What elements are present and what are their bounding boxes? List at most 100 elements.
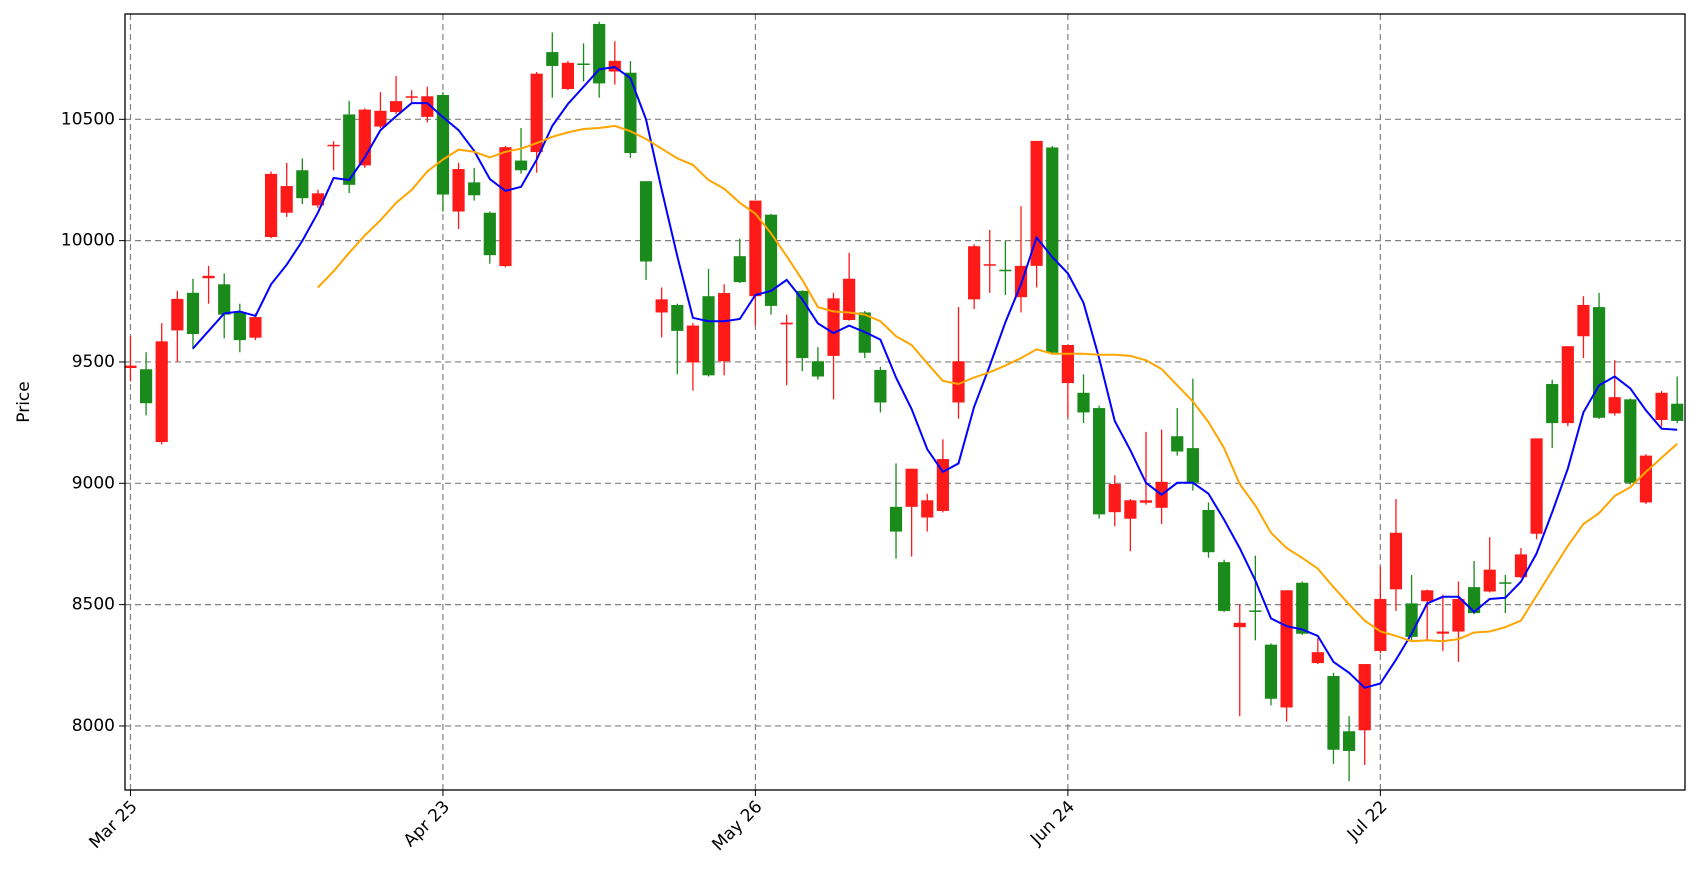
candle-body (264, 173, 278, 237)
candle-body (436, 95, 450, 195)
candle-body (1530, 438, 1543, 534)
candle-body (671, 304, 684, 331)
candle-body (171, 298, 184, 331)
candle-body (702, 296, 715, 376)
candle-body (1436, 631, 1449, 634)
candle-body (1639, 455, 1653, 503)
moving-average-line (317, 124, 1678, 643)
candle-body (514, 160, 528, 171)
candle-body (1218, 562, 1231, 611)
candle-body (546, 52, 559, 66)
candle-body (1061, 344, 1074, 384)
candle-body (1624, 399, 1637, 483)
candle-body (811, 361, 824, 377)
candle-body (1358, 664, 1371, 731)
candle-body (796, 290, 809, 359)
candle-body (1561, 346, 1574, 424)
candle-body (1374, 599, 1387, 651)
candle-body (1139, 500, 1153, 503)
y-tick-label: 9500 (72, 352, 115, 372)
candle-body (186, 292, 200, 335)
candle-body (983, 264, 996, 266)
candle-body (905, 468, 918, 507)
x-tick-label: Jul 22 (1343, 797, 1391, 845)
candle-body (1389, 532, 1403, 590)
candle-body (718, 293, 731, 362)
moving-average-line (192, 66, 1678, 689)
candle-body (468, 182, 481, 196)
candle-body (374, 110, 387, 127)
candle-body (421, 96, 434, 117)
candle-body (780, 322, 793, 325)
candle-body (124, 365, 137, 369)
candle-body (1311, 652, 1324, 664)
y-axis-label: Price (14, 381, 34, 422)
candle-body (1327, 675, 1340, 750)
y-tick-label: 8000 (72, 716, 115, 736)
candle-body (749, 200, 762, 297)
candle-body (233, 312, 246, 341)
candle-body (874, 369, 887, 403)
candle-body (561, 62, 575, 89)
plot-frame (124, 13, 1686, 791)
candle-body (1514, 554, 1528, 578)
candle-body (655, 299, 668, 313)
candle-body (921, 500, 934, 518)
candle-body (999, 269, 1012, 272)
candle-body (1421, 590, 1434, 602)
x-tick-label: Jun 24 (1026, 797, 1079, 850)
candle-body (311, 193, 325, 206)
candle-body (1608, 397, 1621, 414)
x-tick-label: May 26 (708, 797, 766, 855)
y-tick-label: 9000 (72, 473, 115, 493)
candle-body (1093, 408, 1106, 515)
candle-body (624, 72, 637, 154)
candle-body (843, 278, 856, 320)
candle-body (1452, 599, 1465, 632)
candle-body (686, 325, 700, 363)
candle-body (889, 506, 903, 532)
candle-body (1577, 304, 1590, 337)
candle-body (827, 298, 840, 356)
candle-body (968, 246, 981, 300)
candle-body (1671, 403, 1684, 421)
candle-body (577, 63, 590, 66)
candle-body (1108, 484, 1121, 513)
candle-body (1202, 509, 1215, 553)
candle-body (1186, 448, 1199, 483)
candle-body (280, 186, 293, 213)
candle-body (1343, 731, 1356, 751)
candle-body (296, 170, 309, 199)
candle-body (327, 144, 340, 147)
candle-body (1249, 610, 1262, 612)
candle-body (1296, 582, 1309, 634)
candle-body (639, 181, 653, 262)
candle-body (1233, 622, 1246, 628)
candle-body (202, 275, 215, 279)
candle-body (1655, 392, 1668, 420)
candle-body (249, 317, 262, 338)
x-tick-label: Apr 23 (400, 797, 454, 851)
candle-body (530, 73, 543, 153)
candle-body (936, 459, 949, 511)
candle-body (1124, 500, 1137, 519)
candle-body (1077, 392, 1090, 413)
candle-body (139, 369, 153, 404)
x-tick-label: Mar 25 (86, 797, 142, 853)
candle-body (733, 256, 746, 283)
candle-body (218, 284, 231, 315)
y-tick-label: 10500 (61, 109, 115, 129)
candle-body (952, 361, 965, 403)
candle-body (155, 341, 168, 443)
candle-body (1483, 569, 1496, 592)
y-tick-label: 10000 (61, 231, 115, 251)
candle-body (1171, 436, 1184, 452)
candle-body (499, 147, 512, 267)
candle-body (1264, 644, 1278, 699)
candle-body (1499, 582, 1512, 584)
candle-body (483, 212, 496, 256)
candle-body (1280, 590, 1293, 708)
candle-body (389, 101, 403, 113)
